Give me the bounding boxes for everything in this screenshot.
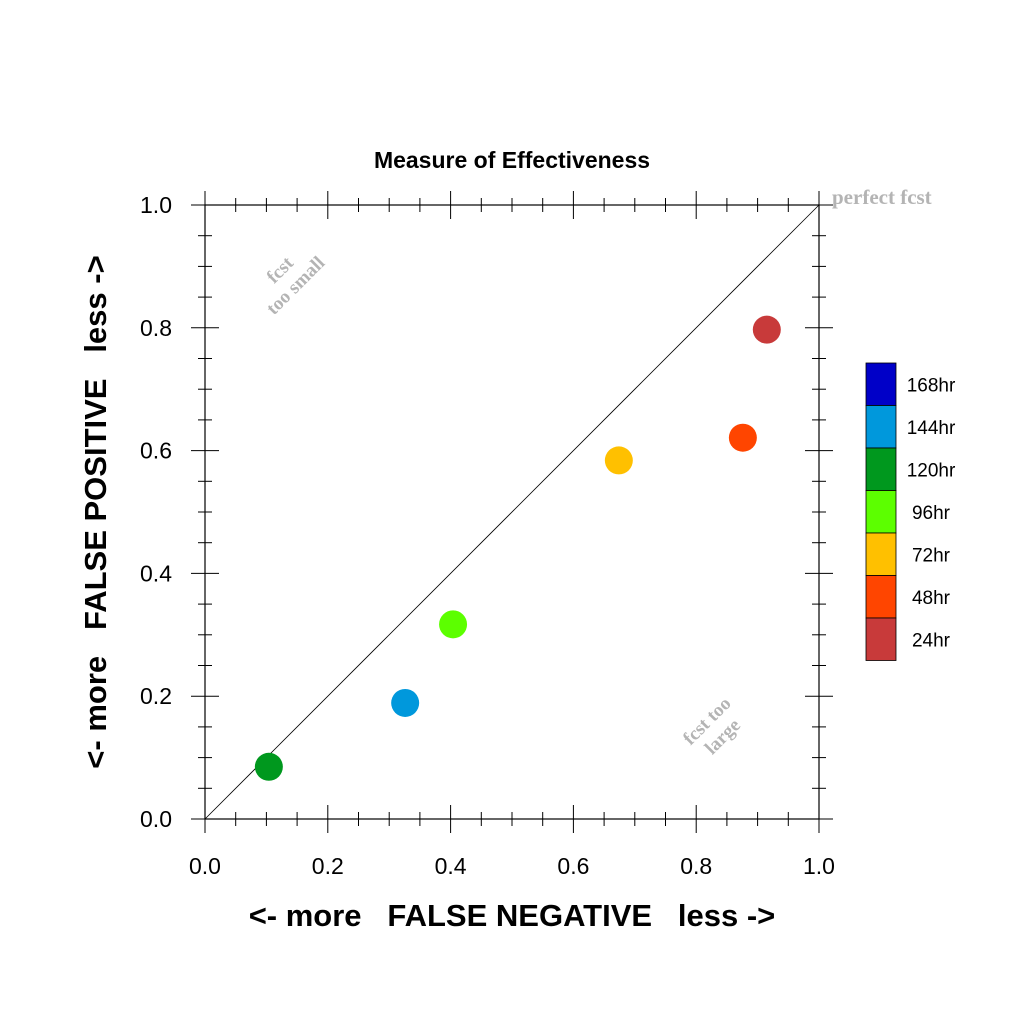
legend-swatch-24hr [865,617,897,661]
y-tick-label: 0.4 [140,560,172,586]
axis-ticks [191,191,833,833]
legend-label-96hr: 96hr [912,503,951,524]
legend-label-72hr: 72hr [912,545,951,566]
legend-label-144hr: 144hr [907,418,956,439]
legend-label-168hr: 168hr [907,375,956,396]
legend-label-120hr: 120hr [907,460,956,481]
data-point-96hr [439,610,468,639]
x-tick-label: 0.8 [680,853,712,879]
x-axis-label: <- more FALSE NEGATIVE less -> [249,898,776,933]
x-tick-label: 1.0 [803,853,835,879]
x-tick-label: 0.6 [557,853,589,879]
y-tick-labels: 0.0 0.2 0.4 0.6 0.8 1.0 [140,192,172,832]
x-tick-label: 0.4 [435,853,467,879]
legend-label-24hr: 24hr [912,630,951,651]
legend: 168hr 144hr 120hr 96hr 72hr 48hr 24hr [865,362,956,661]
legend-swatch-48hr [865,575,897,619]
data-points [254,315,781,781]
y-tick-label: 0.0 [140,806,172,832]
data-point-24hr [752,315,781,344]
x-tick-label: 0.0 [189,853,221,879]
y-axis-label: <- more FALSE POSITIVE less -> [78,255,113,768]
legend-swatch-168hr [865,362,897,406]
legend-swatch-72hr [865,532,897,576]
too-large-annotation: fcst too large [679,693,745,759]
legend-label-48hr: 48hr [912,588,951,609]
y-tick-label: 0.8 [140,315,172,341]
too-small-annotation: fcst too small [263,252,330,319]
legend-swatch-120hr [865,447,897,491]
data-point-48hr [728,423,757,452]
data-point-120hr [254,752,283,781]
y-tick-label: 0.2 [140,683,172,709]
legend-swatch-96hr [865,490,897,534]
y-tick-label: 0.6 [140,438,172,464]
y-tick-label: 1.0 [140,192,172,218]
data-point-72hr [604,446,633,475]
legend-swatch-144hr [865,405,897,449]
x-tick-labels: 0.0 0.2 0.4 0.6 0.8 1.0 [189,853,835,879]
data-point-144hr [391,688,420,717]
perfect-forecast-diagonal [204,204,820,820]
x-tick-label: 0.2 [312,853,344,879]
perfect-forecast-label: perfect fcst [832,185,932,209]
chart-title: Measure of Effectiveness [374,147,650,173]
